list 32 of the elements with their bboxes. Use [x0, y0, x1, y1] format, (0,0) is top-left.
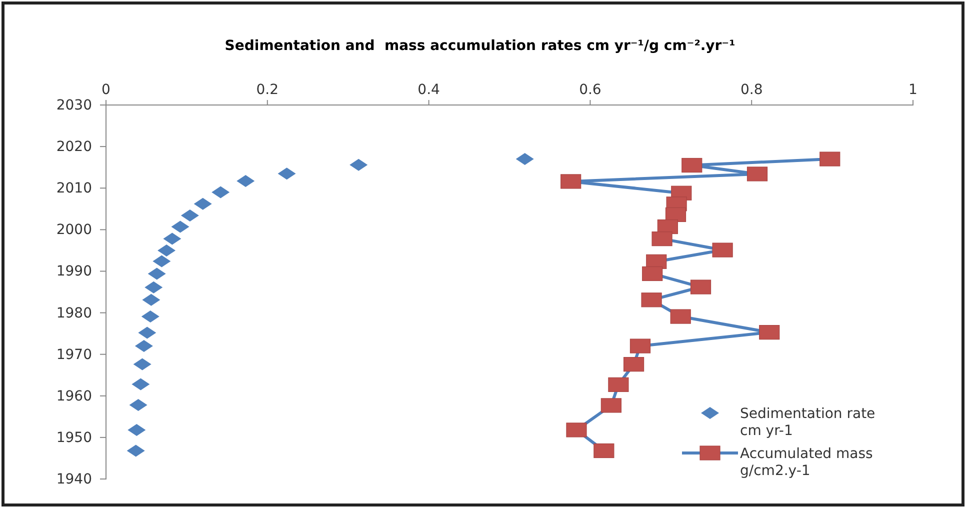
- y-tick-label: 2000: [56, 222, 92, 238]
- point: [594, 443, 614, 458]
- y-tick-label: 1970: [56, 346, 92, 363]
- x-tick-label: 0.8: [740, 82, 763, 98]
- legend-label: Sedimentation rate cm yr-1: [740, 406, 876, 439]
- point: [712, 242, 733, 258]
- point: [566, 422, 587, 438]
- point: [670, 309, 691, 324]
- y-tick-label: 1980: [56, 305, 92, 322]
- x-tick-label: 0.4: [418, 82, 440, 98]
- point: [820, 152, 840, 166]
- legend-label: Accumulated mass g/cm2.y-1: [740, 446, 873, 479]
- y-tick-label: 2020: [56, 139, 92, 156]
- x-tick-label: 1: [908, 82, 918, 98]
- x-tick-label: 0.6: [579, 82, 602, 98]
- y-tick-label: 1950: [56, 430, 92, 446]
- y-tick-label: 1940: [56, 471, 92, 488]
- x-tick-label: 0.2: [256, 82, 279, 98]
- y-tick-label: 2010: [56, 180, 92, 197]
- point: [642, 266, 663, 282]
- point: [560, 174, 582, 189]
- point: [608, 377, 629, 392]
- chart-title: Sedimentation and mass accumulation rates cm yr⁻¹/g cm⁻².yr⁻¹: [224, 38, 736, 54]
- x-tick-label: 0: [102, 82, 110, 98]
- point: [641, 292, 662, 308]
- y-tick-label: 2030: [56, 97, 92, 114]
- y-tick-label: 1960: [56, 388, 92, 404]
- y-tick-label: 1990: [56, 264, 92, 280]
- point: [600, 398, 622, 413]
- point: [759, 325, 780, 340]
- point: [652, 232, 672, 246]
- point: [682, 158, 702, 173]
